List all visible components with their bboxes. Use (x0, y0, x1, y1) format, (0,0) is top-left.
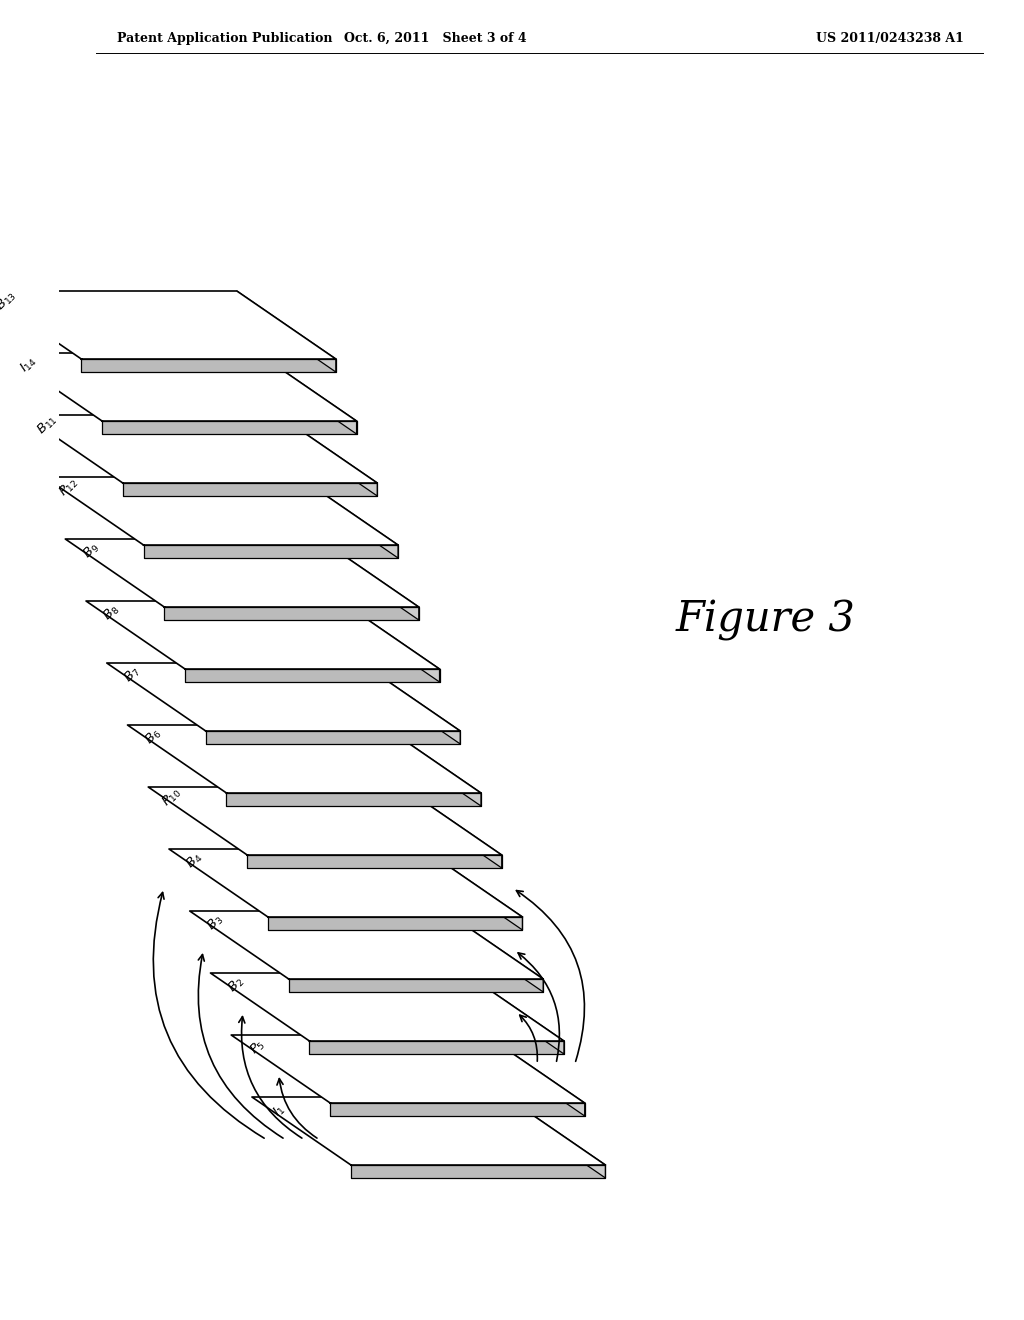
Text: $I_{14}$: $I_{14}$ (17, 352, 40, 376)
Text: $I_{1}$: $I_{1}$ (270, 1101, 289, 1119)
Polygon shape (268, 917, 522, 931)
Polygon shape (247, 855, 502, 869)
Text: US 2011/0243238 A1: US 2011/0243238 A1 (816, 32, 964, 45)
Text: $P_{12}$: $P_{12}$ (56, 474, 82, 499)
Polygon shape (44, 477, 398, 545)
Polygon shape (382, 725, 481, 807)
Polygon shape (465, 973, 564, 1053)
Text: $B_{3}$: $B_{3}$ (205, 911, 226, 933)
Text: $B_{8}$: $B_{8}$ (100, 602, 123, 623)
Text: $B_{9}$: $B_{9}$ (80, 540, 102, 561)
Text: Figure 3: Figure 3 (676, 599, 856, 642)
Polygon shape (341, 601, 439, 682)
Polygon shape (330, 1104, 585, 1115)
Polygon shape (226, 793, 481, 807)
Polygon shape (299, 477, 398, 558)
Text: $B_{11}$: $B_{11}$ (35, 412, 60, 438)
Polygon shape (279, 414, 377, 496)
Polygon shape (237, 290, 336, 372)
Polygon shape (123, 483, 377, 496)
Polygon shape (309, 1041, 564, 1053)
Polygon shape (444, 911, 543, 993)
Polygon shape (231, 1035, 585, 1104)
Text: $B_{6}$: $B_{6}$ (142, 726, 165, 747)
Polygon shape (424, 849, 522, 931)
Text: Oct. 6, 2011   Sheet 3 of 4: Oct. 6, 2011 Sheet 3 of 4 (344, 32, 527, 45)
Text: $P_{10}$: $P_{10}$ (160, 784, 185, 809)
Polygon shape (169, 849, 522, 917)
Polygon shape (24, 414, 377, 483)
Polygon shape (351, 1166, 605, 1177)
Polygon shape (143, 545, 398, 558)
Polygon shape (361, 663, 460, 744)
Text: $B_{7}$: $B_{7}$ (122, 664, 143, 685)
Polygon shape (81, 359, 336, 372)
Polygon shape (319, 539, 419, 620)
Polygon shape (164, 607, 419, 620)
Polygon shape (106, 663, 460, 731)
Polygon shape (507, 1097, 605, 1177)
Polygon shape (211, 973, 564, 1041)
Polygon shape (189, 911, 543, 979)
Polygon shape (289, 979, 543, 993)
Polygon shape (206, 731, 460, 744)
Polygon shape (86, 601, 439, 669)
Polygon shape (0, 290, 336, 359)
Polygon shape (66, 539, 419, 607)
Text: $B_{13}$: $B_{13}$ (0, 288, 19, 314)
Polygon shape (185, 669, 439, 682)
Text: $P_{5}$: $P_{5}$ (247, 1036, 268, 1057)
Text: $B_{4}$: $B_{4}$ (183, 849, 206, 871)
Polygon shape (128, 725, 481, 793)
Polygon shape (485, 1035, 585, 1115)
Polygon shape (102, 421, 356, 434)
Text: $B_{2}$: $B_{2}$ (225, 974, 248, 995)
Polygon shape (258, 352, 356, 434)
Polygon shape (252, 1097, 605, 1166)
Polygon shape (3, 352, 356, 421)
Polygon shape (402, 787, 502, 869)
Text: Patent Application Publication: Patent Application Publication (117, 32, 333, 45)
Polygon shape (148, 787, 502, 855)
